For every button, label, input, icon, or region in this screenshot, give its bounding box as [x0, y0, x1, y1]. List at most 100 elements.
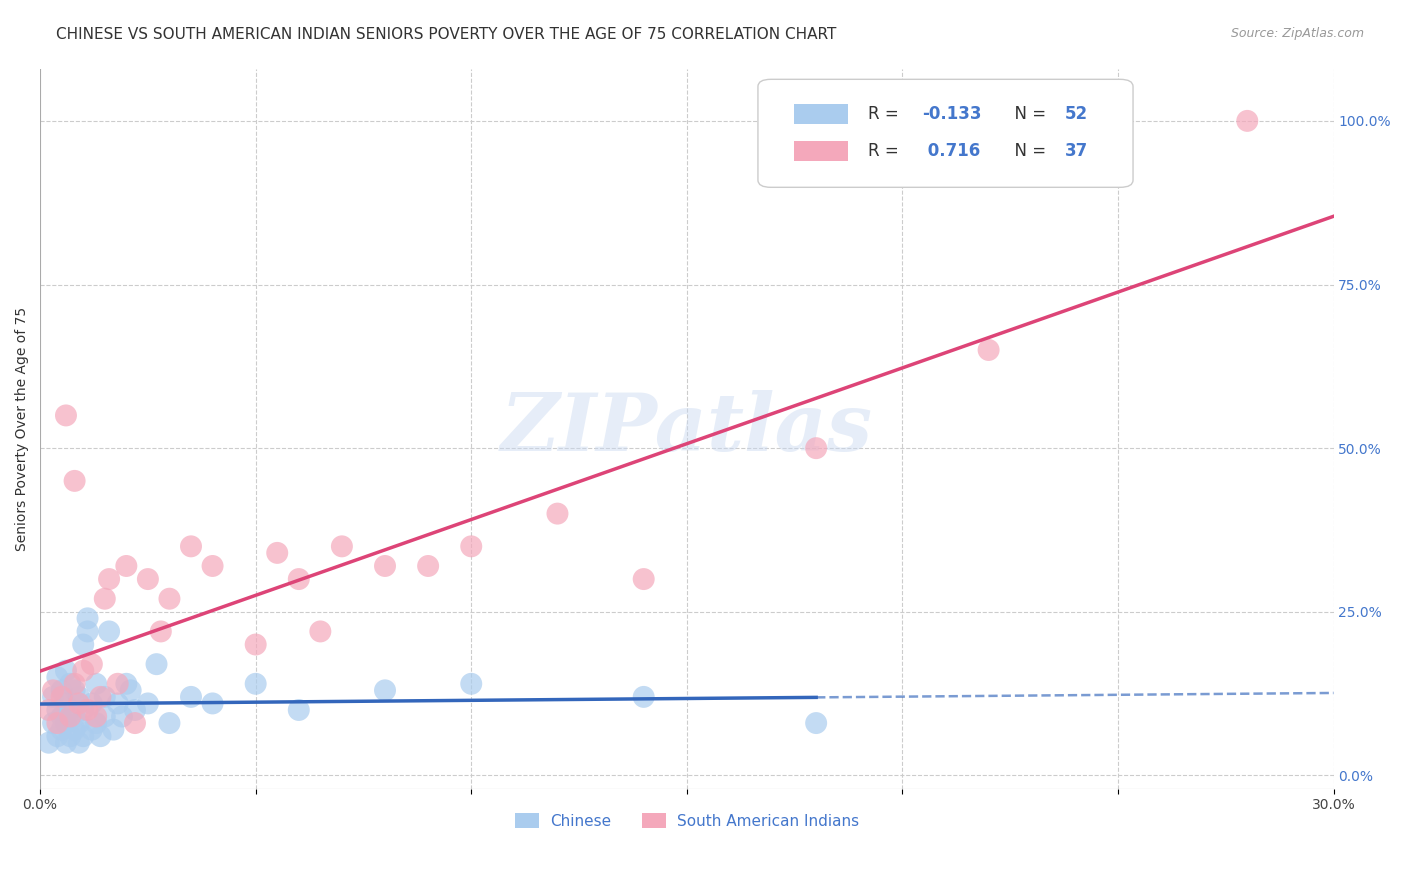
Point [72, 729, 94, 743]
Point [67, 690, 90, 704]
Text: Source: ZipAtlas.com: Source: ZipAtlas.com [1230, 27, 1364, 40]
Point [460, 539, 482, 553]
Point [374, 559, 396, 574]
Point [136, 697, 159, 711]
Point [107, 677, 129, 691]
Point [84, 709, 107, 723]
Point [94, 709, 117, 723]
Point [55, 716, 77, 731]
Point [98, 624, 121, 639]
Point [330, 539, 353, 553]
Point [633, 572, 655, 586]
Point [94, 591, 117, 606]
Point [55, 697, 77, 711]
Point [59, 677, 82, 691]
Point [94, 690, 117, 704]
Point [977, 343, 1000, 357]
Point [111, 709, 134, 723]
Point [55, 736, 77, 750]
Point [245, 677, 267, 691]
Point [63, 723, 86, 737]
Point [63, 709, 86, 723]
Point [84, 677, 107, 691]
Text: CHINESE VS SOUTH AMERICAN INDIAN SENIORS POVERTY OVER THE AGE OF 75 CORRELATION : CHINESE VS SOUTH AMERICAN INDIAN SENIORS… [56, 27, 837, 42]
Point [63, 683, 86, 698]
Point [546, 507, 568, 521]
Point [63, 677, 86, 691]
Point [46, 703, 69, 717]
Y-axis label: Seniors Poverty Over the Age of 75: Seniors Poverty Over the Age of 75 [15, 307, 30, 550]
Point [84, 716, 107, 731]
Point [51, 683, 73, 698]
Text: N =: N = [1004, 143, 1052, 161]
Point [72, 638, 94, 652]
Point [38, 703, 60, 717]
Point [38, 736, 60, 750]
Point [55, 409, 77, 423]
Point [245, 638, 267, 652]
Legend: Chinese, South American Indians: Chinese, South American Indians [509, 806, 865, 835]
Point [89, 729, 111, 743]
Text: 37: 37 [1064, 143, 1088, 161]
Point [159, 716, 181, 731]
Point [46, 716, 69, 731]
Point [51, 723, 73, 737]
Point [80, 723, 103, 737]
Point [76, 624, 98, 639]
Point [98, 572, 121, 586]
Point [180, 690, 202, 704]
Point [76, 703, 98, 717]
Point [72, 664, 94, 678]
Text: 52: 52 [1064, 105, 1088, 123]
Point [374, 683, 396, 698]
Text: R =: R = [868, 143, 910, 161]
Point [63, 474, 86, 488]
Point [633, 690, 655, 704]
Point [89, 690, 111, 704]
Point [115, 677, 138, 691]
Point [80, 697, 103, 711]
Point [107, 697, 129, 711]
Point [76, 611, 98, 625]
Point [59, 709, 82, 723]
FancyBboxPatch shape [794, 141, 848, 161]
Point [804, 441, 827, 455]
Point [42, 716, 65, 731]
Point [80, 657, 103, 672]
Point [288, 703, 311, 717]
Point [120, 683, 142, 698]
Point [46, 670, 69, 684]
Point [266, 546, 288, 560]
Point [51, 709, 73, 723]
Point [67, 697, 90, 711]
Point [115, 559, 138, 574]
Point [124, 716, 146, 731]
Point [804, 716, 827, 731]
Text: N =: N = [1004, 105, 1052, 123]
Point [67, 736, 90, 750]
Point [42, 690, 65, 704]
Point [136, 572, 159, 586]
Text: -0.133: -0.133 [922, 105, 981, 123]
Point [1236, 114, 1258, 128]
Text: 0.716: 0.716 [922, 143, 980, 161]
Text: R =: R = [868, 105, 904, 123]
Point [201, 697, 224, 711]
Point [180, 539, 202, 553]
Point [159, 591, 181, 606]
Point [51, 690, 73, 704]
Point [288, 572, 311, 586]
Point [42, 683, 65, 698]
Point [309, 624, 332, 639]
FancyBboxPatch shape [758, 79, 1133, 187]
Point [149, 624, 172, 639]
Point [59, 703, 82, 717]
Point [67, 716, 90, 731]
Text: ZIPatlas: ZIPatlas [501, 390, 873, 467]
FancyBboxPatch shape [794, 103, 848, 124]
Point [145, 657, 167, 672]
Point [59, 729, 82, 743]
Point [201, 559, 224, 574]
Point [103, 723, 125, 737]
Point [55, 664, 77, 678]
